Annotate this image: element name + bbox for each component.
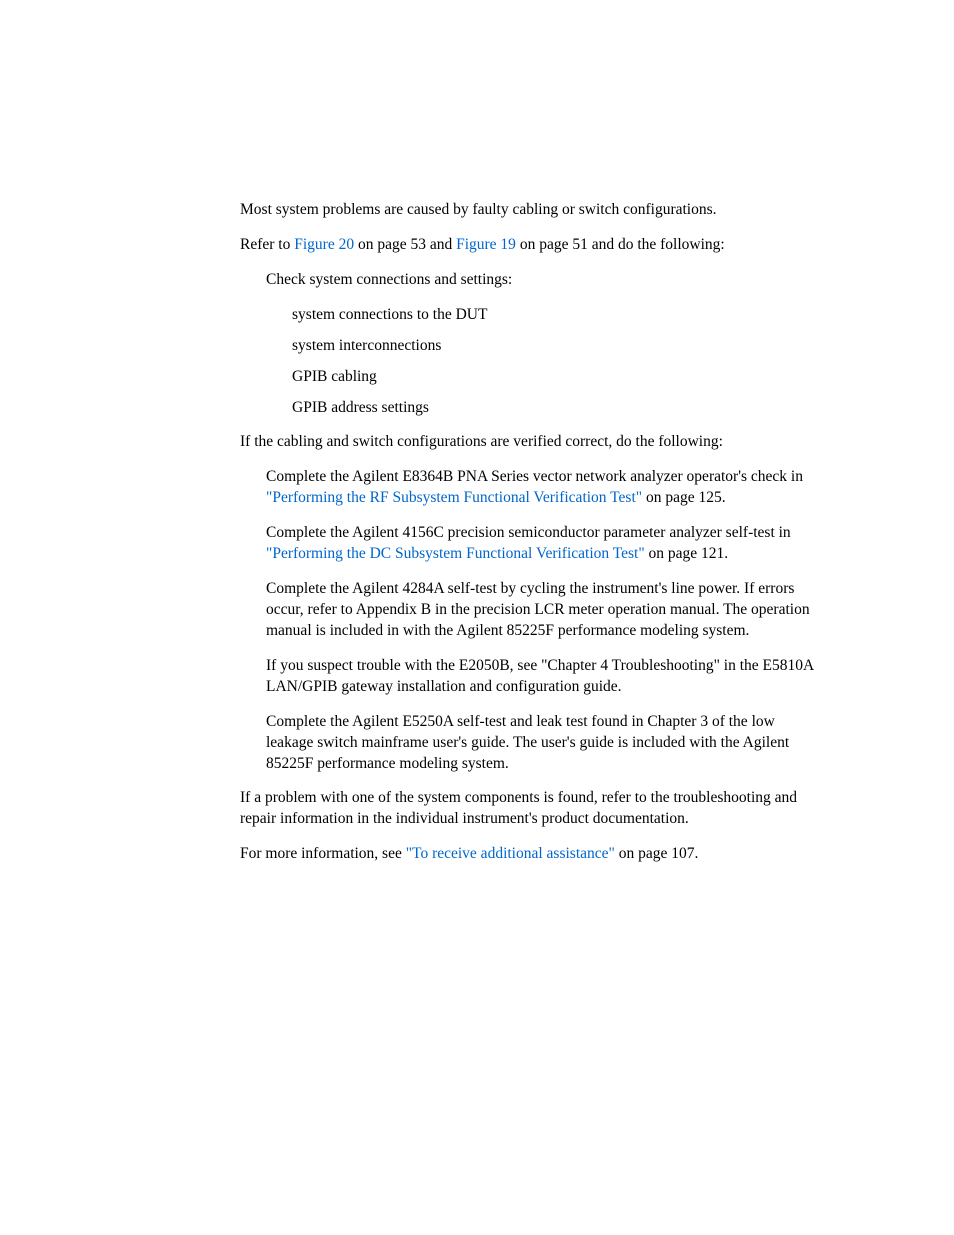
check-item: GPIB cabling	[292, 367, 824, 388]
step-3: Complete the Agilent 4284A self-test by …	[240, 579, 824, 642]
step-1: Complete the Agilent E8364B PNA Series v…	[240, 467, 824, 509]
text-segment: Complete the Agilent E8364B PNA Series v…	[266, 468, 803, 485]
problem-paragraph: If a problem with one of the system comp…	[240, 788, 824, 830]
step-4: If you suspect trouble with the E2050B, …	[240, 656, 824, 698]
text-segment: on page 121.	[645, 545, 729, 562]
intro-paragraph-1: Most system problems are caused by fault…	[240, 200, 824, 221]
check-item: GPIB address settings	[292, 398, 824, 419]
figure-19-link[interactable]: Figure 19	[456, 236, 516, 253]
text-segment: on page 107.	[615, 845, 699, 862]
rf-test-link[interactable]: "Performing the RF Subsystem Functional …	[266, 489, 642, 506]
check-item: system connections to the DUT	[292, 305, 824, 326]
verified-paragraph: If the cabling and switch configurations…	[240, 432, 824, 453]
text-segment: on page 125.	[642, 489, 726, 506]
figure-20-link[interactable]: Figure 20	[294, 236, 354, 253]
text-segment: Refer to	[240, 236, 294, 253]
step-2: Complete the Agilent 4156C precision sem…	[240, 523, 824, 565]
step-5: Complete the Agilent E5250A self-test an…	[240, 712, 824, 775]
dc-test-link[interactable]: "Performing the DC Subsystem Functional …	[266, 545, 645, 562]
text-segment: on page 51 and do the following:	[516, 236, 725, 253]
check-item: system interconnections	[292, 336, 824, 357]
more-info-paragraph: For more information, see "To receive ad…	[240, 844, 824, 865]
text-segment: Complete the Agilent 4156C precision sem…	[266, 524, 791, 541]
check-intro: Check system connections and settings:	[240, 270, 824, 291]
text-segment: on page 53 and	[354, 236, 456, 253]
assistance-link[interactable]: "To receive additional assistance"	[406, 845, 615, 862]
intro-paragraph-2: Refer to Figure 20 on page 53 and Figure…	[240, 235, 824, 256]
text-segment: For more information, see	[240, 845, 406, 862]
